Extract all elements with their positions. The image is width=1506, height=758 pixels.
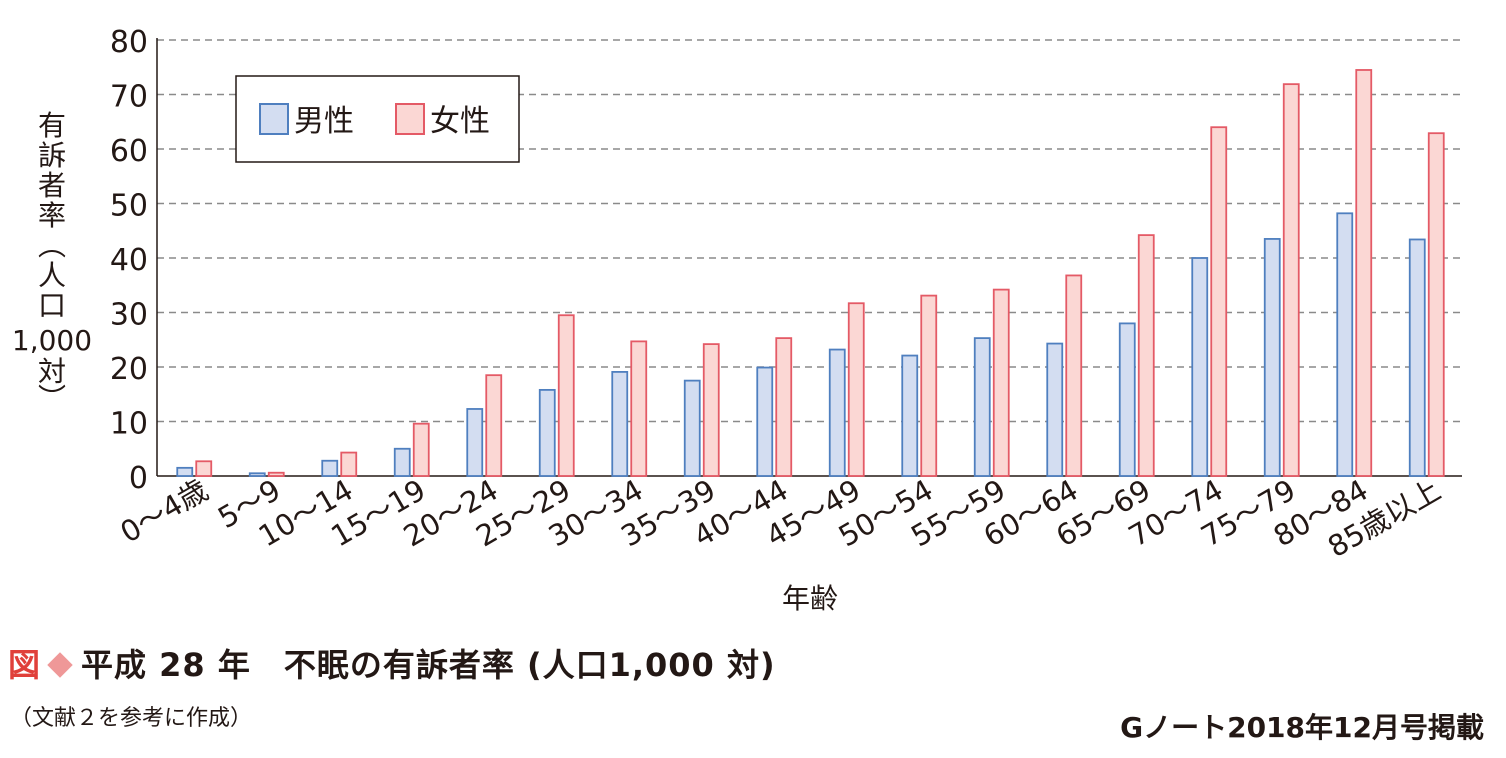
bar-male [1408,238,1426,477]
bar-male [176,466,194,477]
bar-female [1210,126,1228,477]
y-axis-title-part: 対 [38,355,66,388]
bar-female [630,340,648,477]
publication-note: Gノート2018年12月号掲載 [1120,711,1484,744]
bar-female [1355,69,1373,477]
legend-swatch-male [259,103,289,135]
bar-male [1336,212,1354,477]
source-note: （文献２を参考に作成） [10,706,253,731]
bar-male [756,366,774,477]
y-tick-label: 0 [129,461,148,496]
bar-female [412,422,430,477]
legend-label-male: 男性 [294,104,354,139]
y-tick-label: 80 [110,25,148,60]
bar-male [1191,257,1209,477]
bar-female [775,337,793,477]
bar-female [847,302,865,477]
x-axis-title: 年齢 [782,582,838,615]
y-axis-title-part: 者 [38,169,66,202]
y-tick-label: 50 [110,189,148,224]
bar-female [485,374,503,477]
bar-male [901,354,919,477]
bar-female [195,460,213,477]
bar-female [267,471,285,477]
bar-female [702,343,720,477]
bar-male [611,371,629,477]
bar-female [340,451,358,477]
y-axis-title-part: ︵ [38,229,66,262]
y-tick-label: 70 [110,80,148,115]
bar-male [466,408,484,477]
bar-male [321,459,339,477]
y-tick-label: 60 [110,134,148,169]
bar-male [973,337,991,477]
caption-text: 平成 28 年 不眠の有訴者率 (人口1,000 対) [81,646,776,684]
y-axis-title-part: 人 [38,259,66,292]
bar-female [1282,83,1300,477]
bar-female [1427,132,1445,477]
figure-label: 図 [8,646,42,684]
y-tick-label: 40 [110,243,148,278]
y-tick-label: 20 [110,352,148,387]
legend-label-female: 女性 [430,104,490,139]
y-axis-title-part: 率 [38,199,66,232]
bar-female [557,314,575,477]
bar-male [828,348,846,477]
bar-male [248,472,266,477]
y-axis-title-part: ︶ [38,382,66,415]
y-axis-title-part: 1,000 [12,324,92,357]
insomnia-rate-bar-chart: 010203040506070800～4歳5～910～1415～1920～242… [12,25,1462,615]
bar-female [1137,234,1155,477]
bar-female [920,294,938,477]
bar-male [1263,238,1281,477]
bar-male [1118,322,1136,477]
bar-female [992,288,1010,477]
figure-caption: 図 平成 28 年 不眠の有訴者率 (人口1,000 対) [8,640,776,686]
y-tick-label: 10 [110,407,148,442]
y-axis-title-part: 有 [38,109,66,142]
bar-female [1065,274,1083,477]
bar-male [538,388,556,477]
bar-male [1046,342,1064,477]
y-axis-title-part: 口 [38,289,66,322]
y-axis-title-part: 訴 [38,139,66,172]
bar-male [393,447,411,477]
diamond-icon [47,652,73,678]
legend-swatch-female [395,103,425,135]
y-tick-label: 30 [110,298,148,333]
bar-male [683,379,701,477]
